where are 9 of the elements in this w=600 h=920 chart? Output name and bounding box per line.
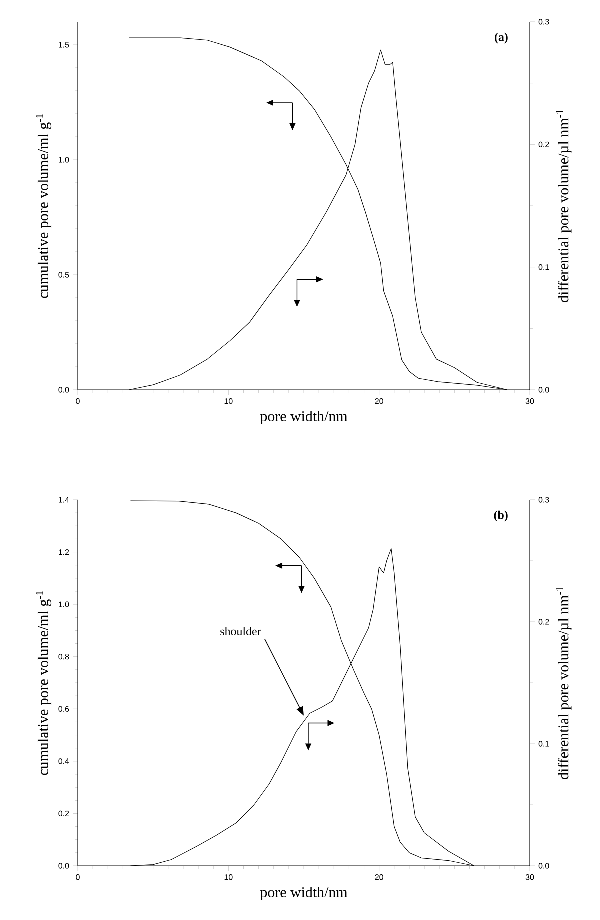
y2-axis-title: differential pore volume/µl nm$^{-1}$ bbox=[556, 110, 572, 302]
x-axis-title: pore width/nm bbox=[260, 887, 348, 901]
y2-axis-title: differential pore volume/µl nm$^{-1}$ bbox=[556, 587, 572, 780]
annotation: shoulder bbox=[220, 627, 262, 636]
y-axis-title: cumulative pore volume/ml g$^{-1}$ bbox=[36, 114, 52, 298]
x-axis-title: pore width/nm bbox=[260, 411, 348, 425]
y-axis-title: cumulative pore volume/ml g$^{-1}$ bbox=[36, 591, 52, 776]
annotation: (a) bbox=[495, 32, 508, 44]
annotation: (b) bbox=[494, 510, 508, 522]
